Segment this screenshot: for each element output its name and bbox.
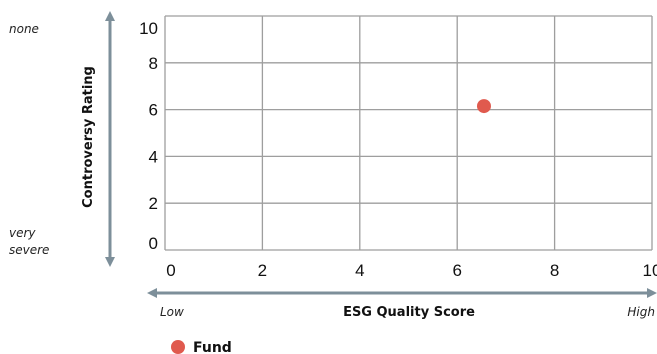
x-axis-title: ESG Quality Score (343, 305, 475, 320)
legend-marker-fund (171, 340, 185, 354)
y-top-annotation: none (9, 22, 39, 36)
data-point-0-0 (476, 99, 491, 114)
y-tick-label-4: 4 (149, 147, 158, 166)
legend-label-fund: Fund (193, 340, 232, 354)
y-tick-label-6: 6 (149, 101, 158, 120)
x-tick-label-0: 0 (166, 261, 175, 280)
y-tick-label-2: 2 (149, 194, 158, 213)
y-bottom-annotation-line1: very (9, 226, 36, 240)
x-tick-label-6: 6 (452, 261, 461, 280)
x-high-annotation: High (627, 305, 655, 319)
x-tick-label-4: 4 (355, 261, 364, 280)
y-tick-label-8: 8 (149, 54, 158, 73)
y-tick-label-10: 10 (139, 19, 158, 38)
data-points (476, 99, 491, 114)
x-tick-label-10: 10 (643, 261, 657, 280)
tick-labels: 0 2 4 6 8 10 0 2 4 6 8 10 (139, 19, 657, 280)
x-tick-label-2: 2 (258, 261, 267, 280)
legend: Fund (171, 340, 232, 354)
x-tick-label-8: 8 (550, 261, 559, 280)
x-low-annotation: Low (160, 305, 184, 319)
y-axis-title: Controversy Rating (81, 66, 96, 208)
y-tick-label-0: 0 (149, 234, 158, 253)
grid-lines (164, 15, 653, 251)
y-bottom-annotation-line2: severe (9, 243, 49, 257)
